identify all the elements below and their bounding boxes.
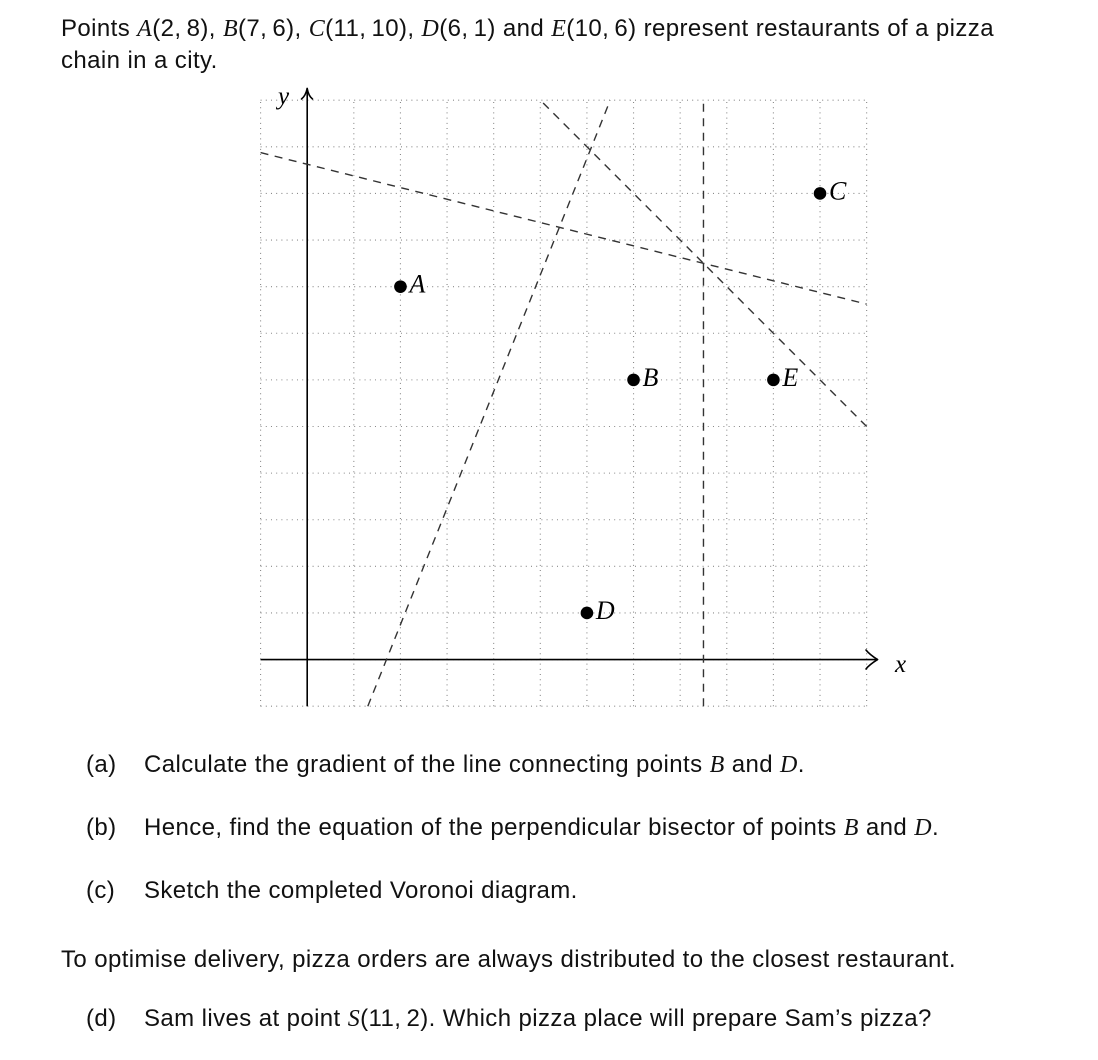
svg-text:B: B	[643, 363, 659, 392]
svg-text:y: y	[275, 83, 290, 110]
svg-text:x: x	[894, 651, 906, 678]
svg-text:E: E	[781, 363, 798, 392]
svg-text:A: A	[407, 270, 425, 299]
svg-text:D: D	[595, 596, 615, 625]
svg-text:C: C	[829, 176, 847, 205]
